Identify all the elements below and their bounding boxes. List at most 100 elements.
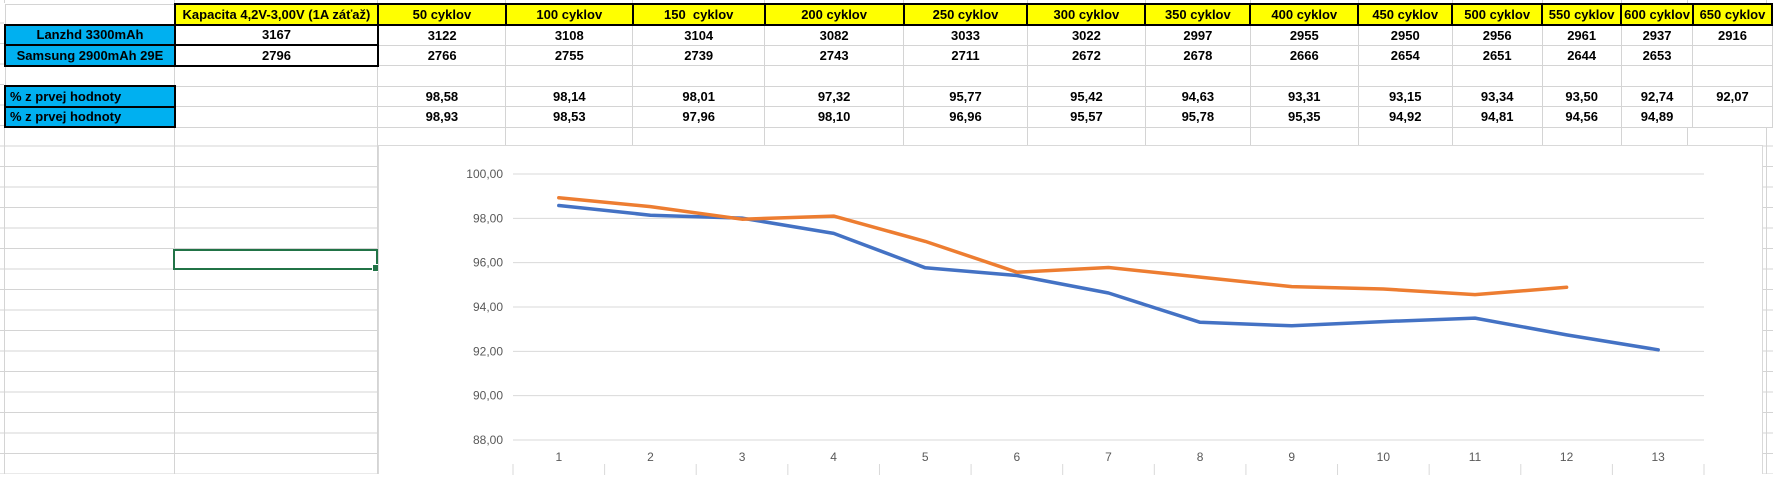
chart[interactable]: 100,00 98,00 96,00 94,00 92,00 90,00 88,00 1 2 3 4…	[378, 145, 1763, 475]
table-cell[interactable]	[1026, 65, 1146, 87]
table-cell[interactable]: 98,58	[377, 85, 507, 107]
table-cell[interactable]: 2955	[1249, 24, 1359, 46]
sheet-gridline	[4, 0, 5, 474]
table-cell[interactable]: 2653	[1620, 44, 1694, 66]
table-cell[interactable]	[1249, 65, 1359, 87]
table-cell[interactable]	[1357, 65, 1453, 87]
series-line-1[interactable]	[557, 195, 1569, 297]
table-cell[interactable]: 92,74	[1620, 85, 1694, 107]
table-cell[interactable]: 94,89	[1620, 106, 1694, 128]
table-cell[interactable]: 3167	[173, 23, 379, 46]
table-cell[interactable]: 94,63	[1144, 85, 1251, 107]
row-label[interactable]: Samsung 2900mAh 29E	[4, 44, 176, 67]
column-header[interactable]: 450 cyklov	[1357, 3, 1454, 26]
table-cell[interactable]: 2950	[1357, 24, 1453, 46]
table-cell[interactable]	[1541, 65, 1622, 87]
column-header[interactable]: 200 cyklov	[763, 3, 905, 26]
table-cell[interactable]: 3022	[1026, 24, 1146, 46]
table-cell[interactable]: 2651	[1451, 44, 1543, 66]
table-cell[interactable]: 98,53	[505, 106, 634, 128]
column-header[interactable]: 350 cyklov	[1144, 3, 1252, 26]
table-cell[interactable]	[903, 65, 1028, 87]
table-cell[interactable]: 2644	[1541, 44, 1622, 66]
table-cell[interactable]: 2743	[764, 44, 905, 66]
table-cell[interactable]: 2766	[377, 44, 507, 66]
table-cell[interactable]: 94,56	[1541, 106, 1622, 128]
table-cell[interactable]: 94,81	[1451, 106, 1543, 128]
row-label[interactable]: % z prvej hodnoty	[4, 85, 176, 108]
column-header[interactable]: 400 cyklov	[1249, 3, 1360, 26]
table-cell[interactable]: 92,07	[1692, 85, 1773, 107]
table-cell[interactable]: 2916	[1692, 24, 1773, 46]
row-label[interactable]	[4, 65, 176, 87]
table-cell[interactable]	[174, 106, 379, 128]
table-cell[interactable]: 96,96	[903, 106, 1028, 128]
table-cell[interactable]: 2711	[903, 44, 1028, 66]
table-cell[interactable]: 93,50	[1541, 85, 1622, 107]
table-cell[interactable]: 2672	[1026, 44, 1146, 66]
y-axis-label: 98,00	[473, 211, 503, 225]
table-cell[interactable]: 95,77	[903, 85, 1028, 107]
row-label[interactable]: Lanzhd 3300mAh	[4, 23, 176, 46]
table-cell[interactable]	[1144, 65, 1251, 87]
table-cell[interactable]: 95,78	[1144, 106, 1251, 128]
table-cell[interactable]: 2961	[1541, 24, 1622, 46]
x-axis-label: 12	[1560, 450, 1574, 464]
table-cell[interactable]: 93,34	[1451, 85, 1543, 107]
table-cell[interactable]: 97,32	[764, 85, 905, 107]
table-cell[interactable]	[1692, 106, 1773, 128]
table-cell[interactable]: 2755	[505, 44, 634, 66]
series-line-0[interactable]	[557, 203, 1660, 352]
table-cell[interactable]: 2654	[1357, 44, 1453, 66]
table-cell[interactable]: 95,42	[1026, 85, 1146, 107]
table-cell[interactable]	[1692, 65, 1773, 87]
table-cell[interactable]: 2678	[1144, 44, 1251, 66]
table-cell[interactable]	[377, 65, 507, 87]
table-cell[interactable]	[1620, 65, 1694, 87]
table-cell[interactable]: 97,96	[632, 106, 766, 128]
column-header[interactable]: 550 cyklov	[1541, 3, 1623, 26]
row-label[interactable]: % z prvej hodnoty	[4, 105, 176, 128]
table-cell[interactable]: 95,57	[1026, 106, 1146, 128]
table-cell[interactable]: 2956	[1451, 24, 1543, 46]
table-cell[interactable]: 95,35	[1249, 106, 1359, 128]
table-cell[interactable]	[764, 65, 905, 87]
table-cell[interactable]: 3108	[505, 24, 634, 46]
x-axis-label: 6	[1014, 450, 1021, 464]
column-header[interactable]: Kapacita 4,2V-3,00V (1A záťaž)	[173, 3, 379, 26]
sheet-gridline	[174, 0, 175, 474]
table-cell[interactable]: 2739	[632, 44, 766, 66]
table-cell[interactable]: 98,14	[505, 85, 634, 107]
table-cell[interactable]	[632, 65, 766, 87]
table-cell[interactable]	[1451, 65, 1543, 87]
table-cell[interactable]: 93,15	[1357, 85, 1453, 107]
table-cell[interactable]	[1692, 44, 1773, 66]
column-header[interactable]: 500 cyklov	[1451, 3, 1544, 26]
column-header[interactable]: 600 cyklov	[1620, 3, 1694, 26]
column-header[interactable]: 50 cyklov	[376, 3, 507, 26]
table-cell[interactable]: 98,10	[764, 106, 905, 128]
table-cell[interactable]	[174, 85, 379, 107]
table-cell[interactable]	[505, 65, 634, 87]
column-header[interactable]: 100 cyklov	[504, 3, 634, 26]
table-cell[interactable]: 2796	[173, 44, 379, 67]
column-header[interactable]: 300 cyklov	[1026, 3, 1147, 26]
column-header[interactable]: 150 cyklov	[631, 3, 766, 26]
x-axis-label: 11	[1469, 450, 1482, 464]
table-cell[interactable]: 2997	[1144, 24, 1251, 46]
table-cell[interactable]: 98,93	[377, 106, 507, 128]
selected-cell[interactable]	[173, 249, 380, 272]
table-cell[interactable]: 3033	[903, 24, 1028, 46]
column-header[interactable]: 250 cyklov	[902, 3, 1029, 26]
table-cell[interactable]: 3104	[632, 24, 766, 46]
table-cell[interactable]: 93,31	[1249, 85, 1359, 107]
table-cell[interactable]	[174, 65, 379, 87]
table-cell[interactable]: 2937	[1620, 24, 1694, 46]
table-cell[interactable]: 2666	[1249, 44, 1359, 66]
table-cell[interactable]: 94,92	[1357, 106, 1453, 128]
corner-cell[interactable]	[4, 3, 176, 25]
table-cell[interactable]: 3122	[377, 24, 507, 46]
table-cell[interactable]: 3082	[764, 24, 905, 46]
column-header[interactable]: 650 cyklov	[1691, 3, 1773, 26]
table-cell[interactable]: 98,01	[632, 85, 766, 107]
